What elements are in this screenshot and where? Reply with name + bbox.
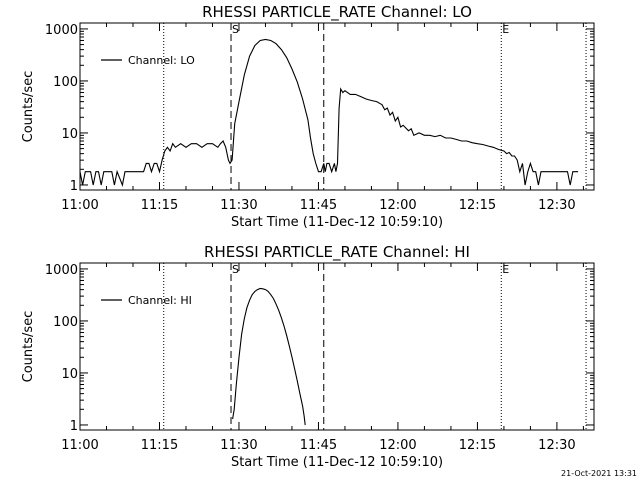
legend-label: Channel: LO xyxy=(128,54,195,67)
marker-label: E xyxy=(502,263,509,276)
x-tick-label: 11:15 xyxy=(141,198,178,213)
x-axis-label: Start Time (11-Dec-12 10:59:10) xyxy=(231,455,443,470)
x-tick-label: 11:45 xyxy=(300,438,337,453)
y-tick-label: 1000 xyxy=(45,263,78,278)
y-tick-label: 10 xyxy=(61,367,78,382)
x-tick-label: 12:30 xyxy=(538,198,575,213)
y-tick-label: 1 xyxy=(70,419,78,434)
x-axis-label: Start Time (11-Dec-12 10:59:10) xyxy=(231,215,443,230)
x-tick-label: 11:30 xyxy=(220,438,257,453)
x-tick-label: 12:00 xyxy=(379,438,416,453)
footer-timestamp: 21-Oct-2021 13:31 xyxy=(561,469,637,478)
chart-panel-1: RHESSI PARTICLE_RATE Channel: HI 1 10 100 10… xyxy=(21,243,595,470)
marker-label: E xyxy=(502,23,509,36)
marker-label: S xyxy=(232,23,239,36)
y-tick-label: 100 xyxy=(53,315,78,330)
x-tick-label: 11:00 xyxy=(61,438,98,453)
y-tick-label: 10 xyxy=(61,127,78,142)
y-tick-label: 100 xyxy=(53,75,78,90)
y-tick-label: 1000 xyxy=(45,23,78,38)
chart-title: RHESSI PARTICLE_RATE Channel: LO xyxy=(202,3,472,22)
series-line xyxy=(232,287,306,426)
y-tick-label: 1 xyxy=(70,179,78,194)
plot-frame xyxy=(79,262,595,431)
x-tick-label: 11:30 xyxy=(220,198,257,213)
x-tick-label: 11:45 xyxy=(300,198,337,213)
x-tick-label: 11:00 xyxy=(61,198,98,213)
y-axis-label: Counts/sec xyxy=(21,311,36,383)
chart-panel-0: RHESSI PARTICLE_RATE Channel: LO 1 10 100 10… xyxy=(21,3,595,230)
chart-title: RHESSI PARTICLE_RATE Channel: HI xyxy=(204,243,470,262)
x-tick-label: 11:15 xyxy=(141,438,178,453)
x-tick-label: 12:00 xyxy=(379,198,416,213)
series-line xyxy=(79,38,579,187)
x-tick-label: 12:15 xyxy=(459,198,496,213)
x-tick-label: 12:30 xyxy=(538,438,575,453)
plot-frame xyxy=(79,22,595,191)
marker-label: S xyxy=(232,263,239,276)
x-tick-label: 12:15 xyxy=(459,438,496,453)
legend-label: Channel: HI xyxy=(128,294,192,307)
y-axis-label: Counts/sec xyxy=(21,71,36,143)
